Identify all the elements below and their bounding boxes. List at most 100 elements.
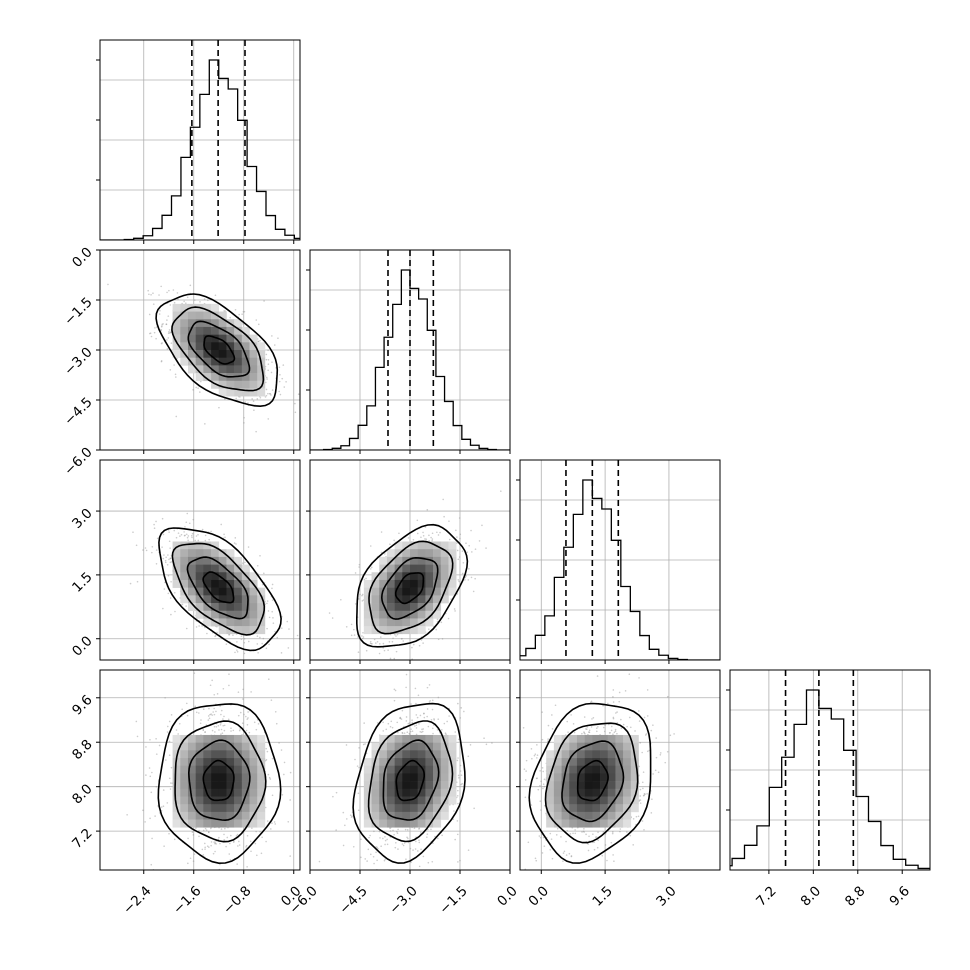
sample-point: [358, 747, 360, 749]
sample-point: [221, 710, 223, 712]
sample-point: [191, 535, 193, 537]
density-cell: [196, 319, 204, 327]
sample-point: [202, 849, 204, 851]
sample-point: [167, 802, 169, 804]
sample-point: [465, 575, 467, 577]
density-cell: [395, 557, 403, 565]
sample-point: [457, 703, 459, 705]
sample-point: [214, 731, 216, 733]
sample-point: [424, 717, 426, 719]
sample-point: [395, 842, 397, 844]
density-cell: [441, 557, 449, 565]
sample-point: [215, 842, 217, 844]
sample-point: [215, 294, 217, 296]
sample-point: [441, 729, 443, 731]
sample-point: [481, 525, 483, 527]
sample-point: [137, 736, 139, 738]
sample-point: [149, 314, 151, 316]
density-cell: [379, 618, 387, 626]
sample-point: [159, 310, 161, 312]
scatter-panel-2-1: [306, 460, 510, 668]
density-cell: [211, 342, 219, 350]
sample-point: [162, 323, 164, 325]
sample-point: [186, 628, 188, 630]
sample-point: [475, 548, 477, 550]
sample-point: [358, 767, 360, 769]
sample-point: [211, 841, 213, 843]
sample-point: [396, 651, 398, 653]
sample-point: [228, 634, 230, 636]
density-cell: [180, 358, 188, 366]
sample-point: [189, 522, 191, 524]
density-cell: [196, 565, 204, 573]
sample-point: [436, 531, 438, 533]
sample-point: [406, 716, 408, 718]
sample-point: [384, 844, 386, 846]
sample-point: [362, 632, 364, 634]
sample-point: [413, 539, 415, 541]
sample-point: [449, 539, 451, 541]
sample-point: [376, 859, 378, 861]
density-cell: [257, 735, 265, 743]
sample-point: [218, 725, 220, 727]
sample-point: [271, 611, 273, 613]
sample-point: [468, 849, 470, 851]
density-cell: [448, 580, 456, 588]
sample-point: [168, 575, 170, 577]
sample-point: [150, 864, 152, 866]
sample-point: [197, 534, 199, 536]
sample-point: [424, 876, 426, 878]
density-cell: [196, 358, 204, 366]
sample-point: [206, 829, 208, 831]
sample-point: [395, 635, 397, 637]
sample-point: [242, 698, 244, 700]
density-cell: [234, 365, 242, 373]
sample-point: [358, 566, 360, 568]
sample-point: [444, 723, 446, 725]
sample-point: [423, 535, 425, 537]
sample-point: [155, 738, 157, 740]
sample-point: [457, 757, 459, 759]
density-cell: [250, 350, 258, 358]
sample-point: [358, 793, 360, 795]
density-cell: [364, 626, 372, 634]
sample-point: [429, 684, 431, 686]
sample-point: [426, 716, 428, 718]
sample-point: [266, 759, 268, 761]
sample-point: [281, 378, 283, 380]
sample-point: [407, 723, 409, 725]
sample-point: [351, 635, 353, 637]
sample-point: [161, 361, 163, 363]
sample-point: [259, 831, 261, 833]
sample-point: [177, 733, 179, 735]
sample-point: [194, 672, 196, 674]
sample-point: [457, 803, 459, 805]
sample-point: [254, 721, 256, 723]
sample-point: [459, 538, 461, 540]
sample-point: [200, 719, 202, 721]
sample-point: [448, 715, 450, 717]
sample-point: [194, 540, 196, 542]
sample-point: [363, 722, 365, 724]
sample-point: [169, 754, 171, 756]
sample-point: [163, 554, 165, 556]
sample-point: [362, 638, 364, 640]
sample-point: [167, 593, 169, 595]
sample-point: [239, 880, 241, 882]
density-cell: [180, 804, 188, 812]
density-cell: [242, 743, 250, 751]
hist-panel-2: [497, 460, 720, 664]
sample-point: [155, 338, 157, 340]
sample-point: [272, 617, 274, 619]
sample-point: [404, 875, 406, 877]
sample-point: [156, 786, 158, 788]
sample-point: [201, 625, 203, 627]
sample-point: [185, 605, 187, 607]
sample-point: [479, 540, 481, 542]
sample-point: [288, 628, 290, 630]
sample-point: [175, 374, 177, 376]
sample-point: [229, 317, 231, 319]
density-cell: [364, 618, 372, 626]
sample-point: [354, 634, 356, 636]
